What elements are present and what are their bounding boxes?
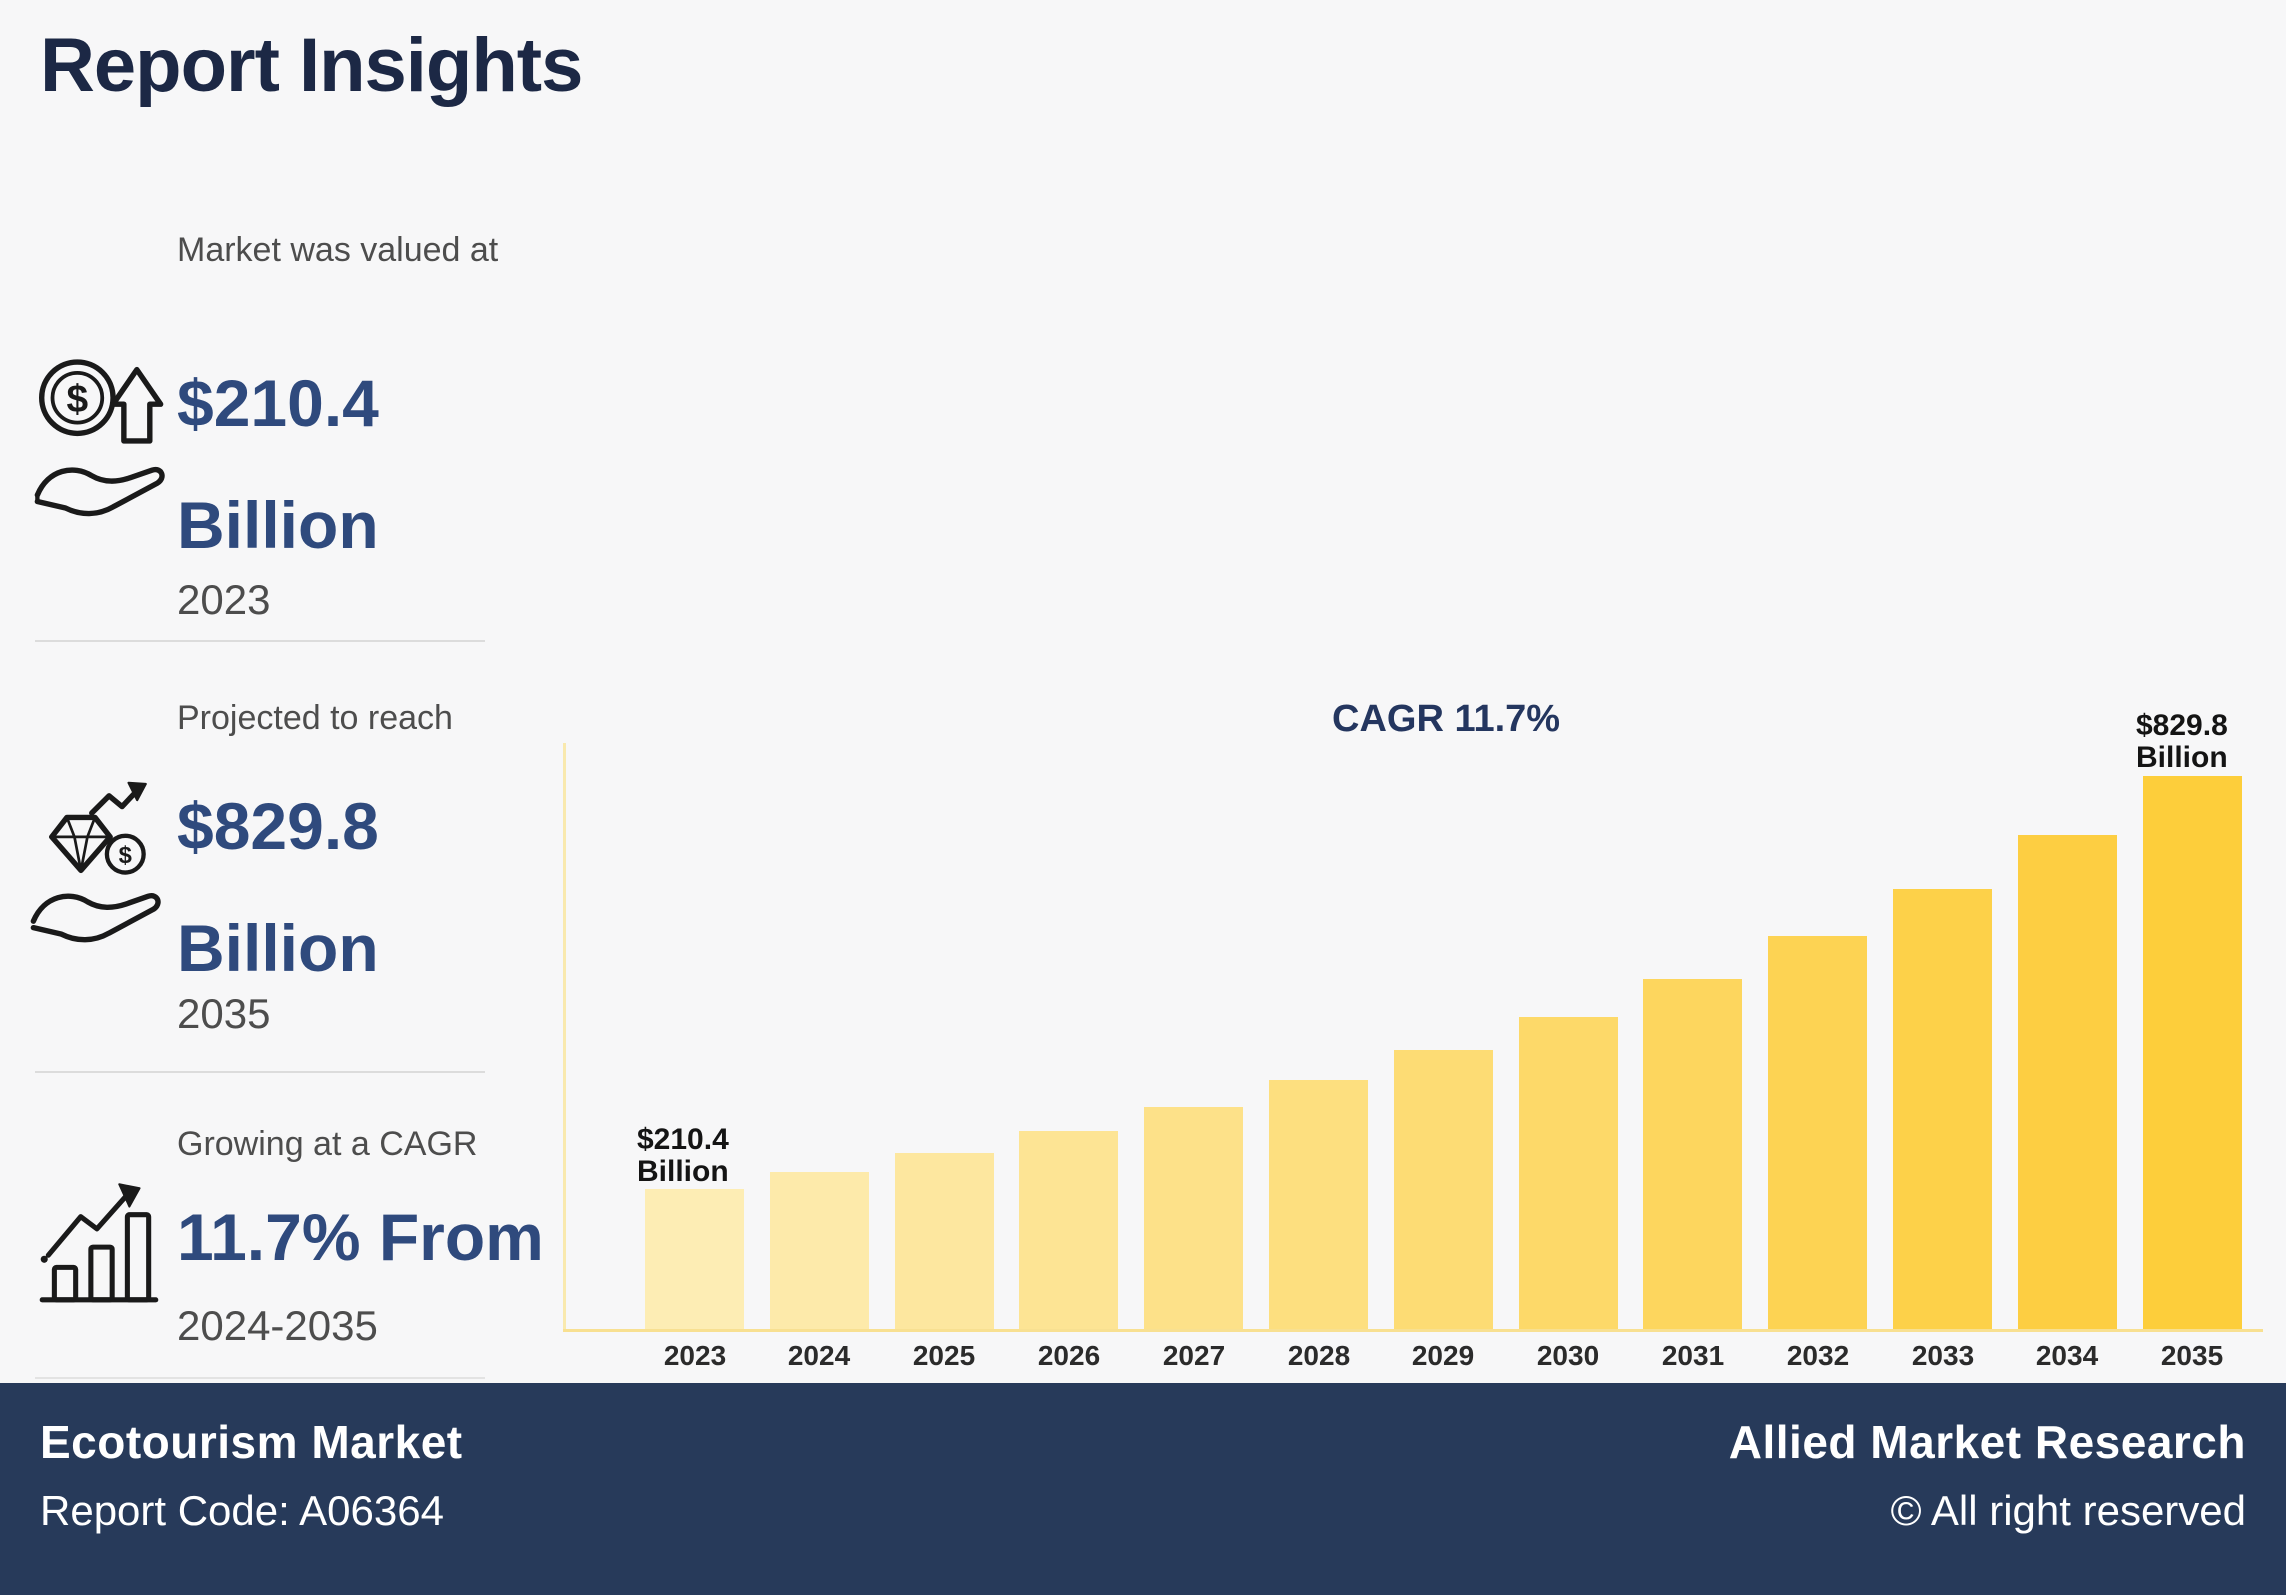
x-tick-2029: 2029 [1411, 1340, 1475, 1371]
divider [35, 1377, 485, 1379]
diamond-coin-hand-icon: $ [24, 772, 166, 972]
last-bar-value-line2: Billion [2136, 741, 2228, 774]
stat1-period: 2023 [177, 576, 271, 623]
x-tick-2028: 2028 [1287, 1340, 1351, 1371]
x-tick-2031: 2031 [1661, 1340, 1725, 1371]
bar-2025 [895, 1153, 994, 1329]
growth-bars-arrow-icon [34, 1166, 166, 1312]
stat2-period: 2035 [177, 990, 271, 1037]
bar-2030 [1519, 1017, 1618, 1329]
stat3-value: 11.7% From [177, 1200, 544, 1274]
stat2-label: Projected to reach [177, 699, 453, 737]
bar-2032 [1768, 936, 1867, 1329]
copyright-text: © All right reserved [1890, 1487, 2246, 1534]
stat2-value: $829.8 Billion [177, 789, 379, 985]
last-bar-value-line1: $829.8 [2136, 709, 2228, 742]
bar-2031 [1643, 979, 1742, 1329]
x-tick-2025: 2025 [912, 1340, 976, 1371]
y-axis-line [563, 743, 566, 1332]
bar-2035 [2143, 776, 2242, 1329]
divider [35, 1071, 485, 1073]
page-title: Report Insights [40, 23, 583, 108]
stat3-period: 2024-2035 [177, 1302, 378, 1349]
x-tick-2023: 2023 [663, 1340, 727, 1371]
footer-left: Ecotourism Market Report Code: A06364 [40, 1415, 463, 1535]
footer-right: Allied Market Research © All right reser… [1729, 1415, 2246, 1535]
x-axis-line [563, 1329, 2263, 1332]
bar-2023 [645, 1189, 744, 1329]
brand-name: Allied Market Research [1728, 1416, 2246, 1468]
chart-cagr-annotation: CAGR 11.7% [1332, 698, 1561, 740]
last-bar-value-label: $829.8 Billion [2136, 710, 2228, 774]
bar-2027 [1144, 1107, 1243, 1329]
first-bar-value-line1: $210.4 [637, 1123, 729, 1156]
x-tick-2030: 2030 [1536, 1340, 1600, 1371]
divider [35, 640, 485, 642]
first-bar-value-line2: Billion [637, 1155, 729, 1188]
x-tick-2035: 2035 [2160, 1340, 2224, 1371]
x-tick-2026: 2026 [1037, 1340, 1101, 1371]
market-name: Ecotourism Market [40, 1416, 463, 1468]
bar-2034 [2018, 835, 2117, 1329]
stat3-label: Growing at a CAGR [177, 1125, 478, 1163]
bar-2024 [770, 1172, 869, 1329]
bar-2028 [1269, 1080, 1368, 1329]
bar-2033 [1893, 889, 1992, 1329]
x-tick-2032: 2032 [1786, 1340, 1850, 1371]
x-tick-2027: 2027 [1162, 1340, 1226, 1371]
svg-text:$: $ [119, 842, 132, 869]
bar-2026 [1019, 1131, 1118, 1329]
stat1-label: Market was valued at [177, 231, 499, 269]
footer-bar: Ecotourism Market Report Code: A06364 Al… [0, 1383, 2286, 1595]
x-tick-2024: 2024 [787, 1340, 851, 1371]
x-tick-2034: 2034 [2035, 1340, 2099, 1371]
x-tick-2033: 2033 [1911, 1340, 1975, 1371]
stat1-value: $210.4 Billion [177, 366, 379, 562]
bar-chart-plot: 2023 2024 2025 2026 2027 2028 2029 2030 2031 2032… [563, 743, 2263, 1371]
money-growth-hand-icon: $ [28, 348, 170, 548]
svg-text:$: $ [67, 378, 89, 421]
first-bar-value-label: $210.4 Billion [637, 1124, 729, 1188]
report-code: Report Code: A06364 [40, 1487, 444, 1534]
bar-2029 [1394, 1050, 1493, 1329]
